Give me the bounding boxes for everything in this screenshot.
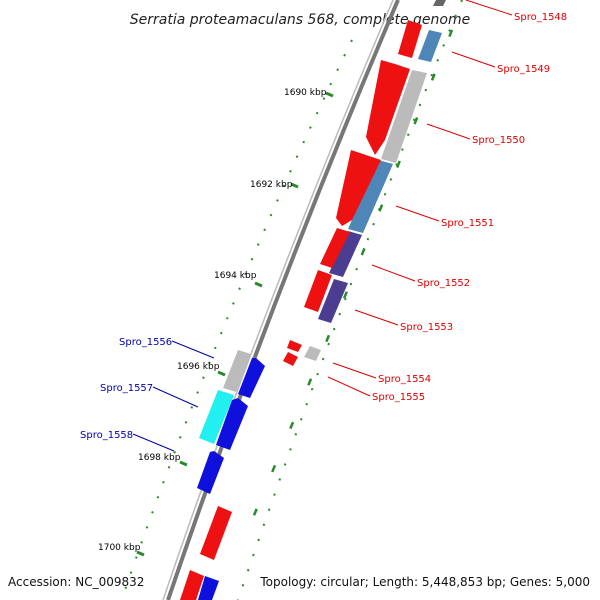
gene-label-spro-1557[interactable]: Spro_1557 [100,383,153,394]
gene-arrow-blue-1558 [197,451,224,494]
gene-box-grey-1554 [304,346,321,361]
topology-text: Topology: circular; Length: 5,448,853 bp… [259,575,590,589]
kbp-tick-1696 [217,370,226,377]
gene-label-spro-1549[interactable]: Spro_1549 [497,64,550,75]
leader-1551 [395,205,440,222]
kbp-label-1694: 1694 kbp [214,271,257,281]
gene-box-steel-1549 [418,30,442,62]
gene-label-spro-1556[interactable]: Spro_1556 [119,337,172,348]
gene-box-grey-top [433,0,446,6]
gene-label-spro-1552[interactable]: Spro_1552 [417,278,470,289]
kbp-tick-1698 [179,460,188,467]
leader-1554 [332,362,377,379]
leader-1548 [465,0,513,16]
gene-arrow-1550 [366,60,410,155]
left-labels: Spro_1556 Spro_1557 Spro_1558 [80,337,215,452]
gene-arrow-blue-1557 [216,398,248,450]
leader-1555 [327,376,371,397]
gene-label-spro-1548[interactable]: Spro_1548 [514,12,567,23]
tick-ring-left [124,39,353,591]
gene-arrow-blue-lower [198,576,219,600]
gene-box-purple-1552 [329,231,362,277]
gene-label-spro-1550[interactable]: Spro_1550 [472,135,525,146]
kbp-tick-1700 [136,550,145,557]
gene-arrow-1555 [283,352,298,366]
gene-label-spro-1555[interactable]: Spro_1555 [372,392,425,403]
kbp-label-1696: 1696 kbp [177,362,220,372]
gene-label-spro-1551[interactable]: Spro_1551 [441,218,494,229]
kbp-tick-1690 [325,91,334,98]
gene-box-cyan-1557 [199,390,234,444]
gene-box-grey-1556 [223,350,251,392]
kbp-tick-1692 [290,182,299,189]
kbp-label-1698: 1698 kbp [138,453,181,463]
gene-arrow-1553 [304,270,332,312]
gene-arrow-1554 [287,340,302,352]
gene-arrow-1552 [320,228,350,268]
genome-backbone [166,0,400,600]
gene-arrow-1551 [336,150,381,226]
kbp-label-1700: 1700 kbp [98,543,141,553]
gene-label-spro-1553[interactable]: Spro_1553 [400,322,453,333]
outer-track [304,0,446,361]
genome-title: Serratia proteamaculans 568, complete ge… [130,12,470,28]
leader-1553 [354,309,399,326]
kbp-ticks [136,91,334,557]
gene-box-steel-1551 [348,160,393,233]
gene-arrow-blue-1556 [238,358,265,398]
kbp-tick-1694 [254,281,263,288]
tick-ring-inner-right [250,29,454,521]
kbp-label-1690: 1690 kbp [284,88,327,98]
genome-backbone-shadow [162,0,394,600]
leader-1556 [171,340,215,359]
leader-1549 [451,51,496,68]
gene-arrow-lower-1 [200,506,232,560]
gene-label-spro-1554[interactable]: Spro_1554 [378,374,431,385]
plus-strand-track [180,20,422,600]
kbp-label-1692: 1692 kbp [250,180,293,190]
tick-rings [124,0,463,600]
leader-1557 [152,386,199,408]
gene-arrow-1548 [398,20,422,58]
right-labels: Spro_1548 Spro_1549 Spro_1550 Spro_1551 … [327,0,567,403]
minus-strand-track [197,350,265,600]
gene-box-grey-1550 [381,70,427,163]
leader-1552 [371,264,416,282]
gene-label-spro-1558[interactable]: Spro_1558 [80,430,133,441]
gene-arrow-lower-2 [180,570,204,600]
gene-box-purple-1553 [318,279,348,323]
accession-text: Accession: NC_009832 [8,575,144,589]
leader-1558 [132,433,175,452]
leader-1550 [426,123,471,140]
